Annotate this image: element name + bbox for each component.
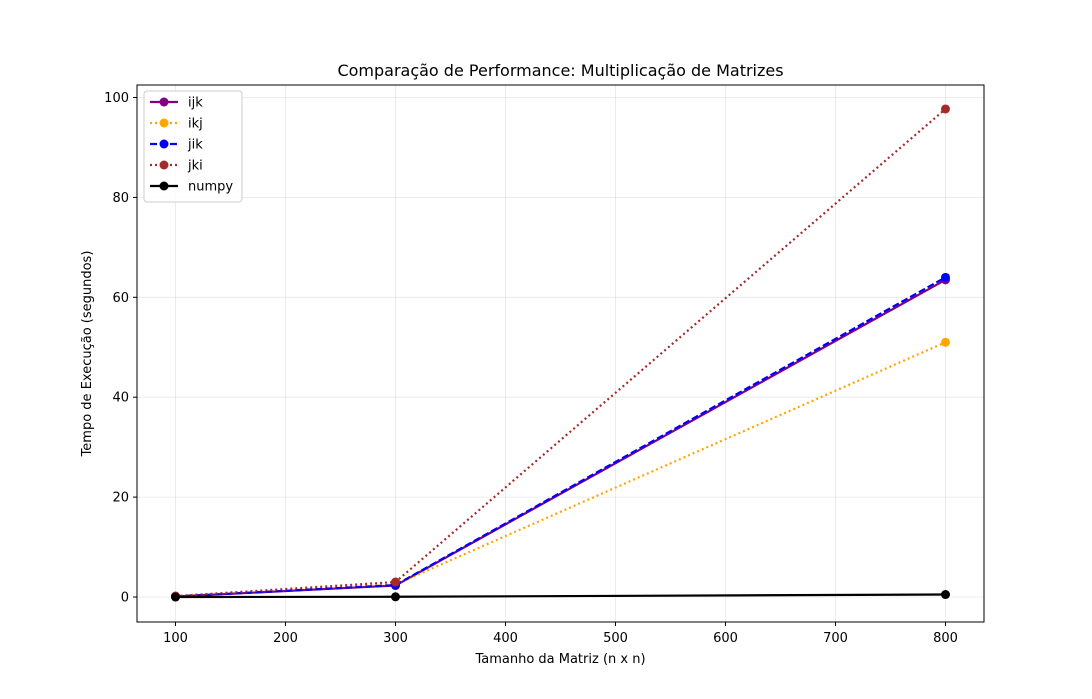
x-tick-label: 800	[933, 631, 958, 646]
legend-box	[143, 90, 243, 203]
chart-title: Comparação de Performance: Multiplicação…	[337, 61, 783, 80]
series-line-ikj	[175, 341, 946, 598]
y-tick-label: 40	[112, 391, 129, 406]
legend-label: numpy	[188, 180, 233, 195]
series-ikj	[171, 337, 950, 602]
data-point-numpy	[171, 592, 180, 602]
x-tick-label: 500	[603, 631, 628, 646]
y-tick-label: 20	[112, 491, 129, 506]
series-line-jki	[175, 108, 947, 598]
data-point-numpy	[391, 592, 400, 602]
legend-marker	[159, 139, 169, 149]
legend-marker	[159, 97, 169, 107]
legend-marker	[159, 118, 169, 128]
legend-marker	[159, 181, 169, 191]
x-axis: 100 200 300 400 500 600 700 800	[163, 622, 958, 646]
legend-label: ijk	[188, 96, 203, 111]
series-layer	[171, 104, 950, 602]
x-tick-label: 600	[713, 631, 738, 646]
plot-frame	[136, 84, 985, 623]
legend-label: jik	[187, 138, 203, 153]
data-point-ikj	[941, 337, 950, 347]
x-tick-label: 700	[823, 631, 848, 646]
grid	[137, 85, 984, 622]
y-axis: 0 20 40 60 80 100	[104, 91, 137, 606]
legend-item-numpy: numpy	[150, 180, 233, 195]
legend-label: jki	[187, 159, 203, 174]
y-tick-label: 0	[121, 591, 129, 606]
x-tick-label: 400	[493, 631, 518, 646]
data-point-jik	[941, 272, 950, 282]
x-tick-label: 100	[163, 631, 188, 646]
series-jik	[171, 272, 950, 602]
data-point-jki	[391, 577, 400, 587]
legend-label: ikj	[188, 117, 203, 132]
data-point-numpy	[941, 590, 950, 600]
legend-item-jki: jki	[150, 159, 203, 174]
x-axis-label: Tamanho da Matriz (n x n)	[474, 652, 645, 667]
y-tick-label: 100	[104, 91, 129, 106]
y-tick-label: 60	[112, 291, 129, 306]
legend-marker	[159, 160, 169, 170]
series-ijk	[171, 275, 950, 602]
y-axis-label: Tempo de Execução (segundos)	[80, 251, 95, 458]
legend: ijk ikj jik jki numpy	[143, 90, 243, 203]
legend-item-ikj: ikj	[150, 117, 203, 132]
series-numpy	[171, 590, 950, 602]
legend-item-jik: jik	[150, 138, 203, 153]
y-tick-label: 80	[112, 191, 129, 206]
x-tick-label: 300	[383, 631, 408, 646]
series-line-ijk	[175, 278, 947, 598]
legend-item-ijk: ijk	[150, 96, 203, 111]
data-point-jki	[941, 104, 950, 114]
series-line-jik	[175, 276, 947, 598]
x-tick-label: 200	[273, 631, 298, 646]
series-jki	[171, 104, 950, 601]
